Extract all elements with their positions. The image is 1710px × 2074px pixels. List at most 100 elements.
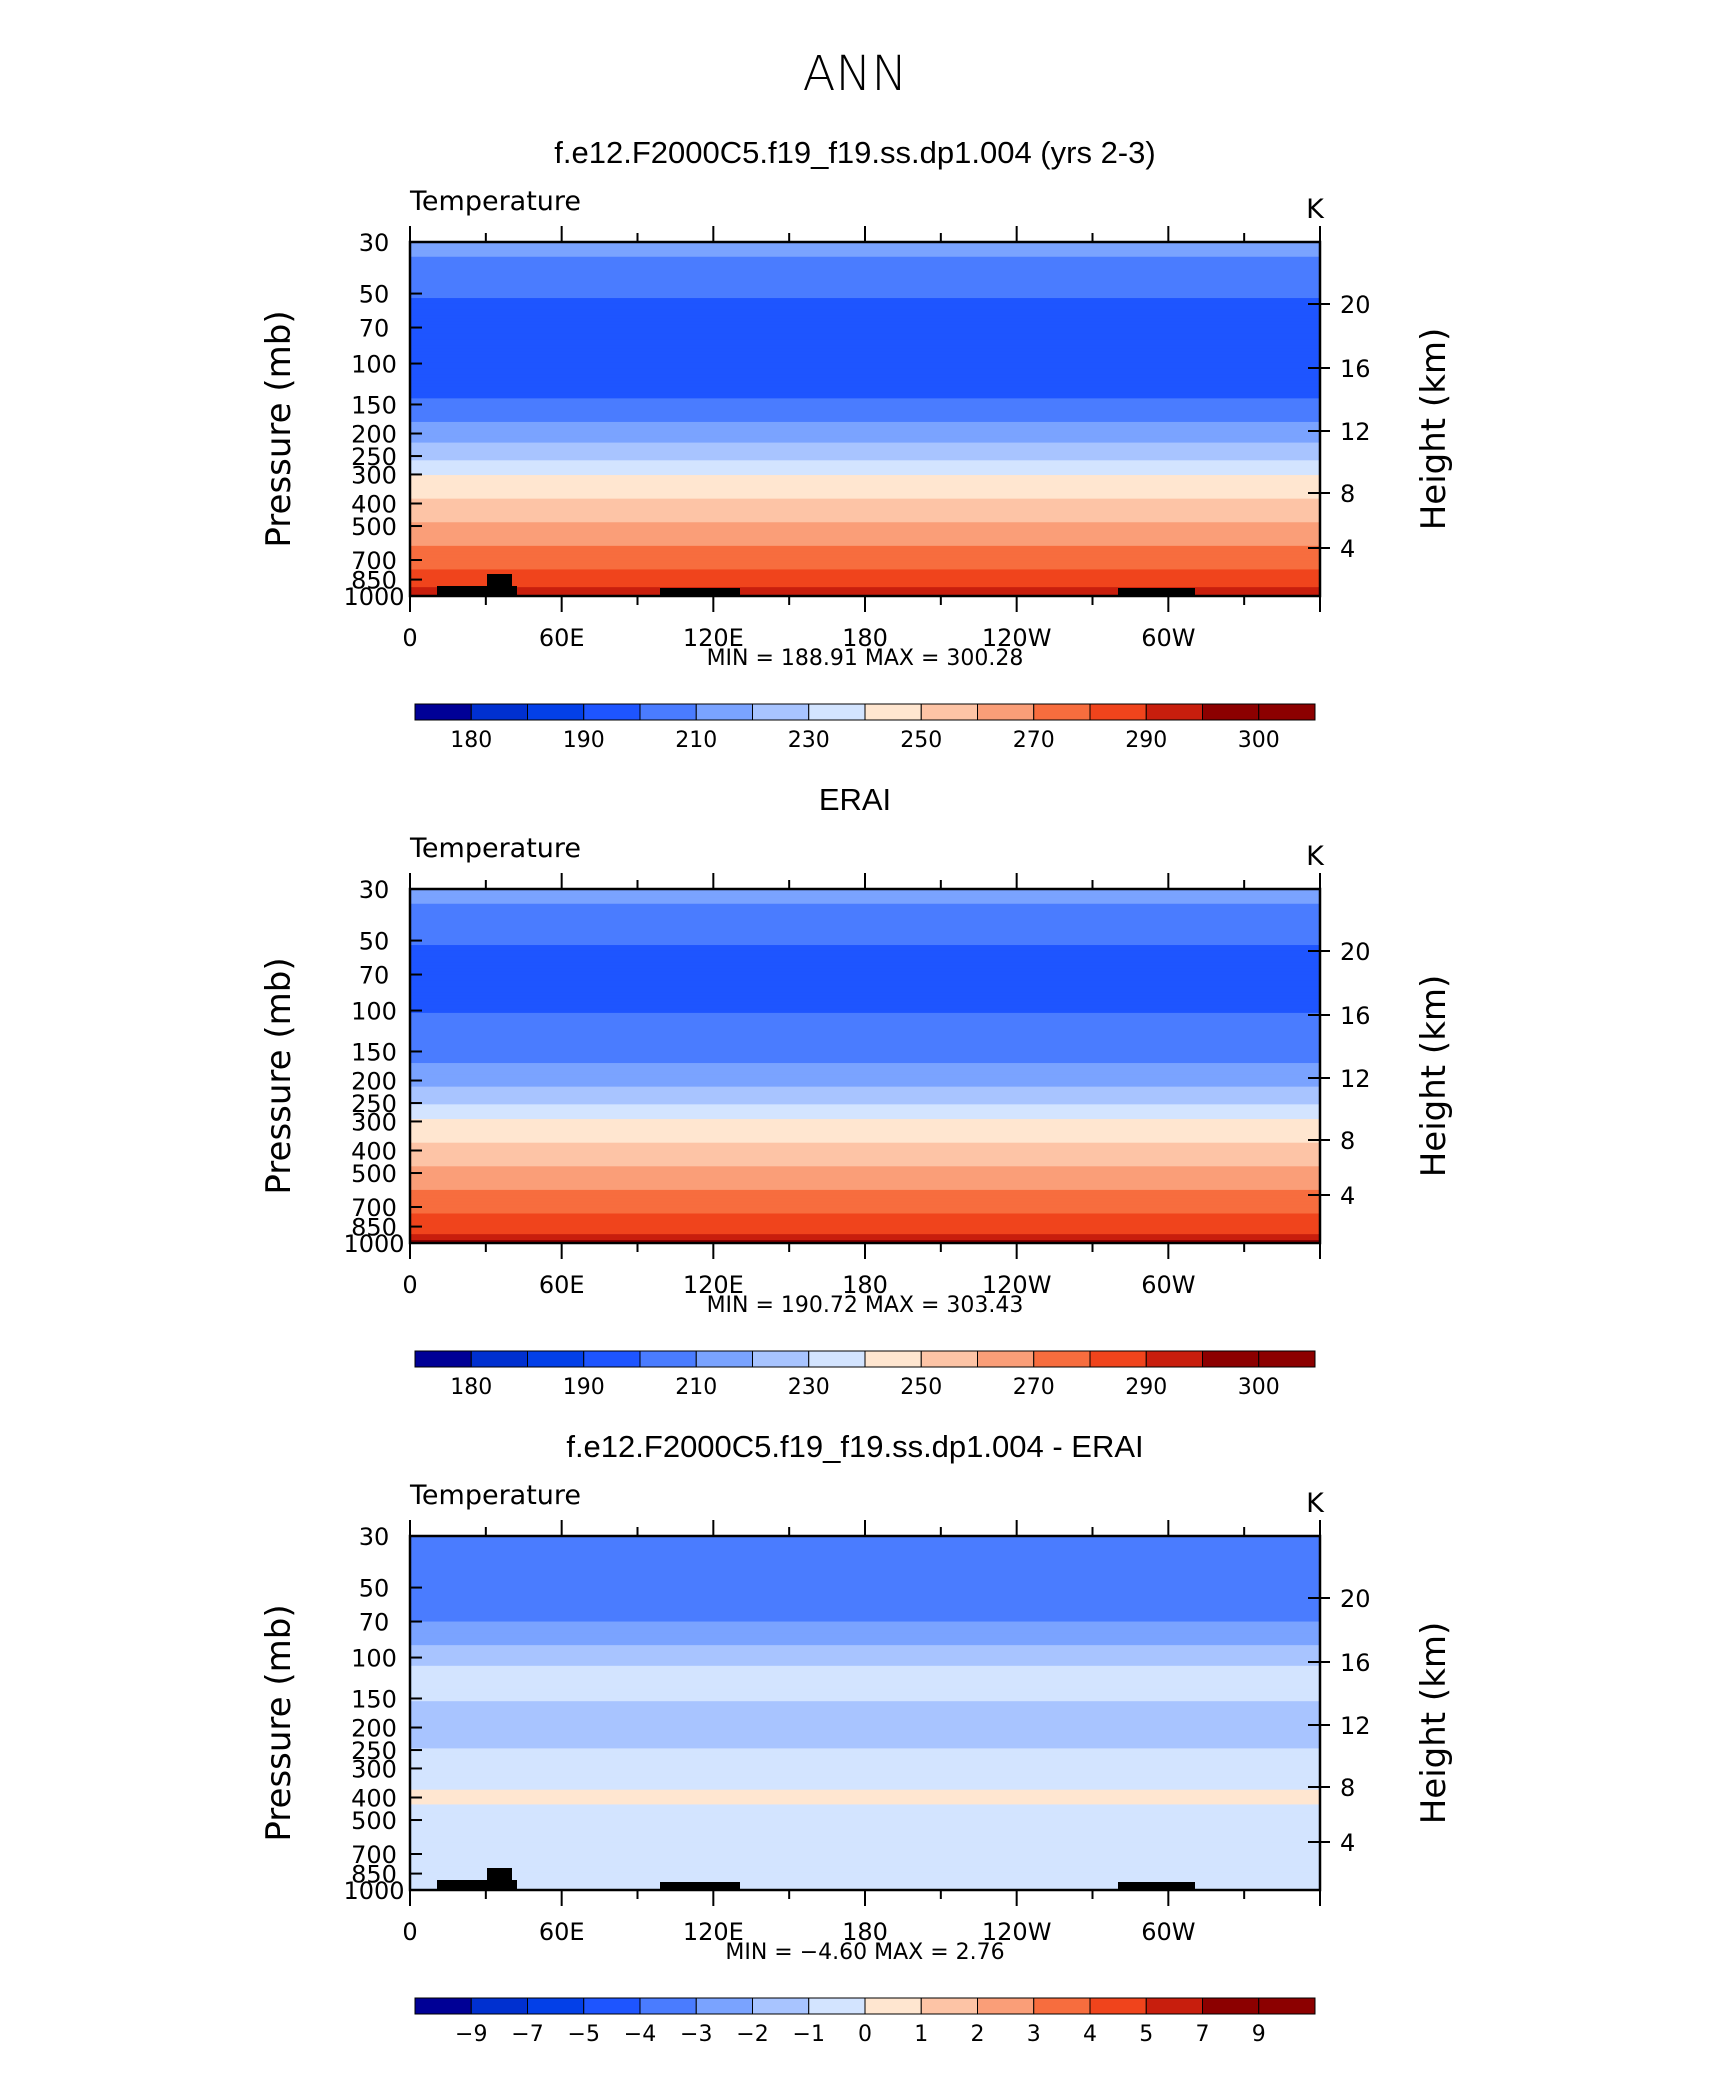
contour-band (410, 466, 1320, 470)
y-tick-label: 250 (351, 1090, 397, 1118)
colorbar-box (639, 703, 697, 721)
contour-band (410, 1080, 1320, 1085)
contour-band (410, 539, 1320, 544)
contour-band (410, 1544, 1320, 1549)
contour-band (410, 486, 1320, 491)
y-tick-label: 200 (351, 1068, 397, 1096)
contour-band (410, 1707, 1320, 1711)
contour-band (410, 1051, 1320, 1055)
y-tick-label: 70 (359, 962, 390, 990)
contour-band (410, 889, 1320, 893)
contour-band (410, 1216, 1320, 1220)
y-tick-label: 400 (351, 490, 397, 518)
contour-band (410, 1751, 1320, 1755)
contour-band (410, 1169, 1320, 1173)
contour-band (410, 1175, 1320, 1179)
colorbar-box (695, 1350, 753, 1368)
contour-band (410, 430, 1320, 435)
x-tick-label: 120W (982, 1918, 1052, 1946)
contour-band (410, 903, 1320, 908)
contour-band (410, 1656, 1320, 1661)
contour-band (410, 413, 1320, 417)
contour-band (410, 289, 1320, 293)
contour-band (410, 1609, 1320, 1614)
contour-band (410, 1831, 1320, 1835)
colorbar-box (414, 1997, 472, 2015)
contour-band (410, 280, 1320, 284)
contour-band (410, 1810, 1320, 1814)
y-tick-label: 1000 (343, 1877, 404, 1905)
contour-band (410, 900, 1320, 905)
contour-band (410, 1077, 1320, 1082)
x-tick-label: 60E (539, 624, 585, 652)
contour-band (410, 1009, 1320, 1014)
contour-band (410, 309, 1320, 314)
y-tick-label: 150 (351, 1038, 397, 1066)
contour-band (410, 1015, 1320, 1020)
x-tick-label: 180 (842, 624, 888, 652)
y2-tick-label: 20 (1340, 1585, 1371, 1613)
contour-band (410, 1745, 1320, 1749)
contour-band (410, 1541, 1320, 1546)
contour-band (410, 1786, 1320, 1791)
contour-band (410, 463, 1320, 467)
contour-band (410, 1234, 1320, 1238)
contour-band (410, 1600, 1320, 1605)
contour-band (410, 1606, 1320, 1611)
contour-band (410, 1116, 1320, 1120)
contour-band (410, 1760, 1320, 1764)
contour-band (410, 1568, 1320, 1572)
contour-band (410, 1774, 1320, 1779)
contour-band (410, 383, 1320, 388)
x-tick-label: 60E (539, 1918, 585, 1946)
contour-band (410, 1586, 1320, 1590)
contour-band (410, 1060, 1320, 1064)
contour-band (410, 424, 1320, 429)
contour-band (410, 478, 1320, 482)
colorbar-box (1089, 1350, 1147, 1368)
y2-axis-label: Height (km) (1414, 1622, 1454, 1825)
contour-band (410, 1580, 1320, 1584)
contour-band (410, 454, 1320, 458)
contour-band (410, 427, 1320, 432)
stats-label: MIN = 190.72 MAX = 303.43 (707, 1293, 1024, 1318)
contour-band (410, 933, 1320, 937)
units-label: K (1306, 1488, 1325, 1519)
y-tick-label: 850 (351, 567, 397, 595)
colorbar-box (1145, 703, 1203, 721)
topography (437, 586, 517, 596)
contour-band (410, 1612, 1320, 1617)
contour-band (410, 537, 1320, 541)
contour-band (410, 1007, 1320, 1011)
contour-band (410, 1066, 1320, 1070)
contour-band (410, 1127, 1320, 1132)
contour-band (410, 1024, 1320, 1029)
contour-band (410, 894, 1320, 899)
contour-band (410, 983, 1320, 987)
contour-band (410, 377, 1320, 382)
contour-fill (410, 889, 1320, 1244)
colorbar-label: 9 (1252, 2022, 1266, 2047)
contour-band (410, 1184, 1320, 1188)
colorbar-label: 210 (675, 728, 717, 753)
contour-band (410, 1057, 1320, 1061)
contour-band (410, 244, 1320, 249)
colorbar-label: 180 (450, 1375, 492, 1400)
colorbar: −9 −7 −5 −4 −3 −2 −1 0 1 2 3 4 5 7 9 (414, 1997, 1316, 2047)
contour-band (410, 489, 1320, 494)
contour-band (410, 1571, 1320, 1575)
contour-band (410, 897, 1320, 902)
contour-band (410, 398, 1320, 402)
contour-band (410, 480, 1320, 485)
contour-band (410, 1157, 1320, 1161)
contour-band (410, 1592, 1320, 1596)
contour-band (410, 948, 1320, 952)
contour-band (410, 1807, 1320, 1811)
x-tick-label: 120W (982, 1271, 1052, 1299)
contour-band (410, 1071, 1320, 1076)
contour-band (410, 419, 1320, 423)
contour-band (410, 460, 1320, 464)
contour-band (410, 271, 1320, 276)
contour-band (410, 1086, 1320, 1091)
